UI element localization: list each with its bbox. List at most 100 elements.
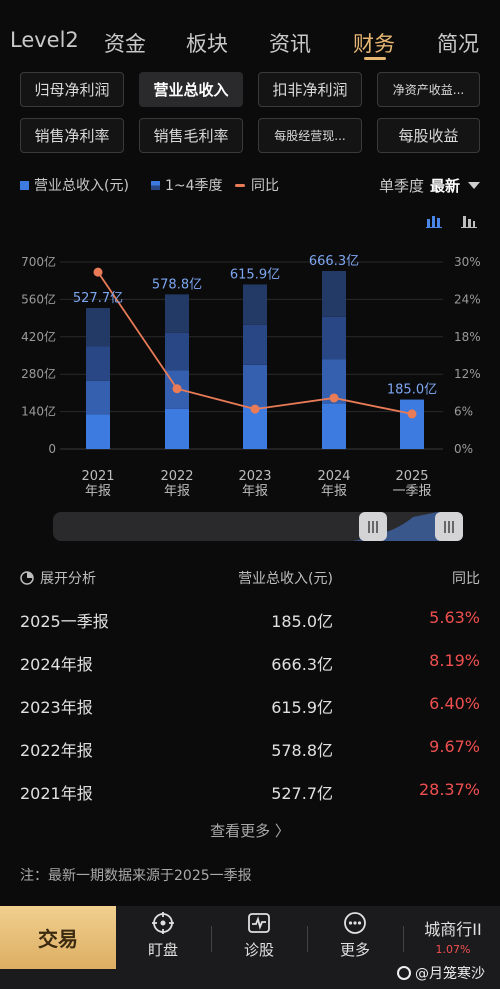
metric-eps[interactable]: 每股收益 [377,118,480,153]
row-value: 185.0亿 [271,612,333,631]
bottom-nav: 交易 盯盘 诊股 更多 城商行II 1.07% [0,906,500,989]
x-tick-label: 年报 [164,484,190,499]
pie-chart-icon [20,571,34,585]
revenue-bar-segment [165,408,189,449]
chevron-down-icon [468,182,480,189]
trade-button[interactable]: 交易 [0,906,116,969]
row-yoy: 8.19% [429,651,480,670]
legend-revenue-label: 营业总收入(元) [34,178,129,194]
target-icon [152,912,174,934]
y-left-tick-label: 560亿 [21,291,56,306]
watermark-text: @月笼寒沙 [415,966,485,982]
active-tab-indicator [364,57,386,60]
tab-news[interactable]: 资讯 [269,32,311,56]
y-right-tick-label: 18% [454,330,481,344]
tab-finance[interactable]: 财务 [353,32,395,56]
nav-more-label: 更多 [339,941,370,959]
row-value: 578.8亿 [271,741,333,760]
grouped-bar-chart-icon[interactable] [426,214,442,228]
metric-deducted-net-profit[interactable]: 扣非净利润 [258,72,362,107]
period-selected: 最新 [429,177,460,195]
metric-net-profit-parent[interactable]: 归母净利润 [20,72,124,107]
x-tick-label: 2024 [317,469,350,484]
nav-divider [307,926,308,952]
yoy-point [407,409,417,419]
legend-quarters-swatch [151,180,160,190]
revenue-bar-segment [243,284,267,325]
top-tab-bar: Level2 资金 板块 资讯 财务 简况 [0,0,500,62]
revenue-bar-segment [165,332,189,371]
chart-range-slider[interactable] [53,512,463,541]
metric-net-margin[interactable]: 销售净利率 [20,118,124,153]
data-source-note: 注：最新一期数据来源于2025一季报 [20,868,252,884]
revenue-bar-segment [165,294,189,333]
tab-profile[interactable]: 简况 [437,32,479,56]
y-left-tick-label: 700亿 [21,254,56,269]
nav-diagnose-label: 诊股 [243,941,274,959]
watermark: @月笼寒沙 [397,963,485,983]
legend-yoy-swatch [235,183,245,187]
legend-quarters-label: 1~4季度 [165,178,223,194]
slider-right-handle[interactable] [435,512,463,541]
nav-divider [211,926,212,952]
revenue-bar-segment [322,271,346,317]
legend-revenue[interactable]: 营业总收入(元) [20,175,129,195]
revenue-bar-segment [243,364,267,407]
y-right-tick-label: 6% [454,405,473,419]
tab-sector[interactable]: 板块 [186,32,228,56]
bar-value-label: 527.7亿 [73,291,123,306]
x-tick-label: 2023 [238,469,271,484]
view-more-link[interactable]: 查看更多 〉 [210,822,290,840]
metric-gross-margin[interactable]: 销售毛利率 [139,118,243,153]
table-header: 展开分析 营业总收入(元) 同比 [20,568,480,588]
y-left-tick-label: 280亿 [21,366,56,381]
bar-value-label: 666.3亿 [309,254,359,269]
revenue-bar-segment [86,346,110,381]
bar-value-label: 185.0亿 [387,383,437,398]
row-value: 666.3亿 [271,655,333,674]
sector-name: 城商行II [424,920,482,939]
period-mode: 单季度 [378,177,424,195]
nav-watch[interactable]: 盯盘 [118,911,208,966]
metric-operating-cashflow-per-share[interactable]: 每股经营现... [258,118,362,153]
legend-yoy[interactable]: 同比 [235,175,279,195]
slider-left-handle[interactable] [359,512,387,541]
y-right-tick-label: 24% [454,292,481,306]
y-left-tick-label: 420亿 [21,329,56,344]
row-period: 2025一季报 [20,612,109,631]
x-tick-label: 年报 [321,484,347,499]
expand-analysis[interactable]: 展开分析 [20,568,96,588]
table-row: 2023年报 615.9亿 6.40% [20,694,480,720]
table-row: 2022年报 578.8亿 9.67% [20,737,480,763]
revenue-bar-segment [86,380,110,415]
metric-total-revenue[interactable]: 营业总收入 [139,72,243,107]
nav-divider [403,926,404,952]
table-row: 2025一季报 185.0亿 5.63% [20,608,480,634]
revenue-bar-segment [322,403,346,449]
tab-level2[interactable]: Level2 [10,28,79,52]
revenue-chart: 0 140亿 280亿 420亿 560亿 700亿 0% 6% 12% 18% 24% 30% 527… [21,254,481,499]
period-selector[interactable]: 单季度 最新 [379,175,480,196]
metric-roe[interactable]: 净资产收益... [377,72,480,107]
yoy-point [93,267,103,277]
chart-legend: 营业总收入(元) 1~4季度 同比 单季度 最新 [20,175,480,195]
row-yoy: 6.40% [429,694,480,713]
yoy-point [329,393,339,403]
yoy-point [172,384,182,394]
x-tick-label: 一季报 [392,484,431,499]
slider-trend-area [53,512,463,541]
nav-more[interactable]: 更多 [310,911,400,966]
row-yoy: 9.67% [429,737,480,756]
legend-revenue-swatch [20,180,29,190]
header-revenue: 营业总收入(元) [238,571,333,587]
nav-diagnose[interactable]: 诊股 [214,911,304,966]
row-period: 2024年报 [20,655,93,674]
row-period: 2022年报 [20,741,93,760]
row-yoy: 5.63% [429,608,480,627]
related-sector[interactable]: 城商行II 1.07% [412,916,494,956]
revenue-bar-segment [86,414,110,449]
tab-capital[interactable]: 资金 [104,32,146,56]
stacked-bar-chart-icon[interactable] [461,214,477,228]
revenue-bar-segment [86,308,110,347]
legend-quarters[interactable]: 1~4季度 [151,175,223,195]
